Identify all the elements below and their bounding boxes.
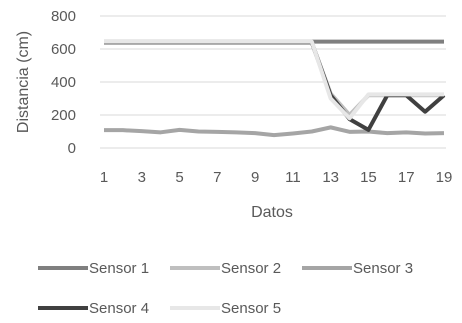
- x-tick-label: 1: [100, 169, 108, 186]
- legend-label-sensor-2: Sensor 2: [221, 260, 281, 277]
- x-tick-label: 3: [138, 169, 146, 186]
- legend-label-sensor-3: Sensor 3: [353, 260, 413, 277]
- y-tick-label: 200: [51, 107, 76, 124]
- y-axis-ticks: 0 200 400 600 800: [51, 8, 76, 157]
- y-tick-label: 400: [51, 74, 76, 91]
- x-tick-label: 15: [360, 169, 377, 186]
- x-tick-label: 13: [322, 169, 339, 186]
- y-axis-title: Distancia (cm): [15, 31, 32, 133]
- legend-label-sensor-5: Sensor 5: [221, 300, 281, 317]
- y-tick-label: 600: [51, 41, 76, 58]
- y-tick-label: 0: [68, 140, 76, 157]
- series-line-sensor-3: [104, 125, 445, 138]
- x-tick-label: 11: [285, 169, 301, 186]
- series-line-sensor-2: [104, 40, 444, 117]
- x-tick-label: 9: [251, 169, 259, 186]
- x-axis-ticks: 1 3 5 7 9 11 13 15 17 19: [100, 169, 453, 186]
- x-tick-label: 17: [398, 169, 415, 186]
- gridlines: [100, 15, 446, 149]
- y-tick-label: 800: [51, 8, 76, 25]
- x-tick-label: 7: [213, 169, 221, 186]
- series-line-sensor-4: [104, 40, 446, 132]
- x-tick-label: 5: [175, 169, 183, 186]
- series-lines: [104, 39, 446, 138]
- legend-label-sensor-4: Sensor 4: [89, 300, 149, 317]
- legend: Sensor 1 Sensor 2 Sensor 3 Sensor 4 Sensor 5: [38, 260, 413, 317]
- x-axis-title: Datos: [251, 204, 293, 221]
- legend-label-sensor-1: Sensor 1: [89, 260, 149, 277]
- series-line-sensor-5: [104, 39, 444, 121]
- x-tick-label: 19: [436, 169, 453, 186]
